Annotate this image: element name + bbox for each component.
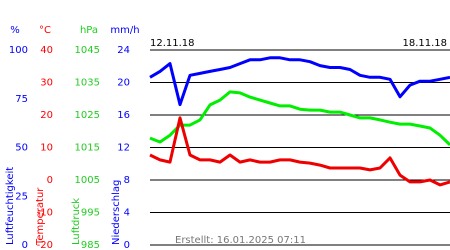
- y-tick-label: -10: [37, 208, 53, 219]
- y-tick-label: 4: [124, 208, 130, 219]
- y-tick-label: 8: [124, 175, 130, 186]
- y-tick-label: 30: [40, 78, 53, 89]
- y-tick-label: 16: [117, 110, 130, 121]
- axis-unit: hPa: [80, 25, 98, 36]
- axis-unit: °C: [39, 25, 51, 36]
- axis-unit: %: [10, 25, 20, 36]
- y-tick-label: 1045: [75, 45, 100, 56]
- y-tick-label: 0: [22, 240, 28, 250]
- axis-label: Luftdruck: [71, 198, 82, 245]
- series-line: [149, 56, 450, 107]
- series-line: [149, 116, 450, 187]
- axis-label: Temperatur: [35, 187, 46, 246]
- y-tick-label: 0: [124, 240, 130, 250]
- y-tick-label: 995: [81, 208, 100, 219]
- y-tick-label: 985: [81, 240, 100, 250]
- y-tick-label: 100: [9, 45, 28, 56]
- y-tick-label: 0: [47, 175, 53, 186]
- axis-label: Niederschlag: [111, 180, 122, 245]
- y-tick-label: 1015: [75, 143, 100, 154]
- y-tick-label: 75: [15, 94, 28, 105]
- y-tick-label: 24: [117, 45, 130, 56]
- y-tick-label: 1025: [75, 110, 100, 121]
- y-tick-label: 20: [117, 78, 130, 89]
- end-date: 18.11.18: [402, 38, 447, 49]
- series-line: [149, 90, 450, 146]
- axis-unit: mm/h: [110, 25, 139, 36]
- y-tick-label: 20: [40, 110, 53, 121]
- y-tick-label: 1005: [75, 175, 100, 186]
- y-tick-label: 12: [117, 143, 130, 154]
- axis-label: Luftfeuchtigkeit: [5, 167, 16, 245]
- y-tick-label: 10: [40, 143, 53, 154]
- y-tick-label: -20: [37, 240, 53, 250]
- footer: Erstellt: 16.01.2025 07:11: [175, 235, 306, 246]
- y-tick-label: 1035: [75, 78, 100, 89]
- y-tick-label: 25: [15, 191, 28, 202]
- y-tick-label: 40: [40, 45, 53, 56]
- y-tick-label: 50: [15, 143, 28, 154]
- start-date: 12.11.18: [150, 38, 195, 49]
